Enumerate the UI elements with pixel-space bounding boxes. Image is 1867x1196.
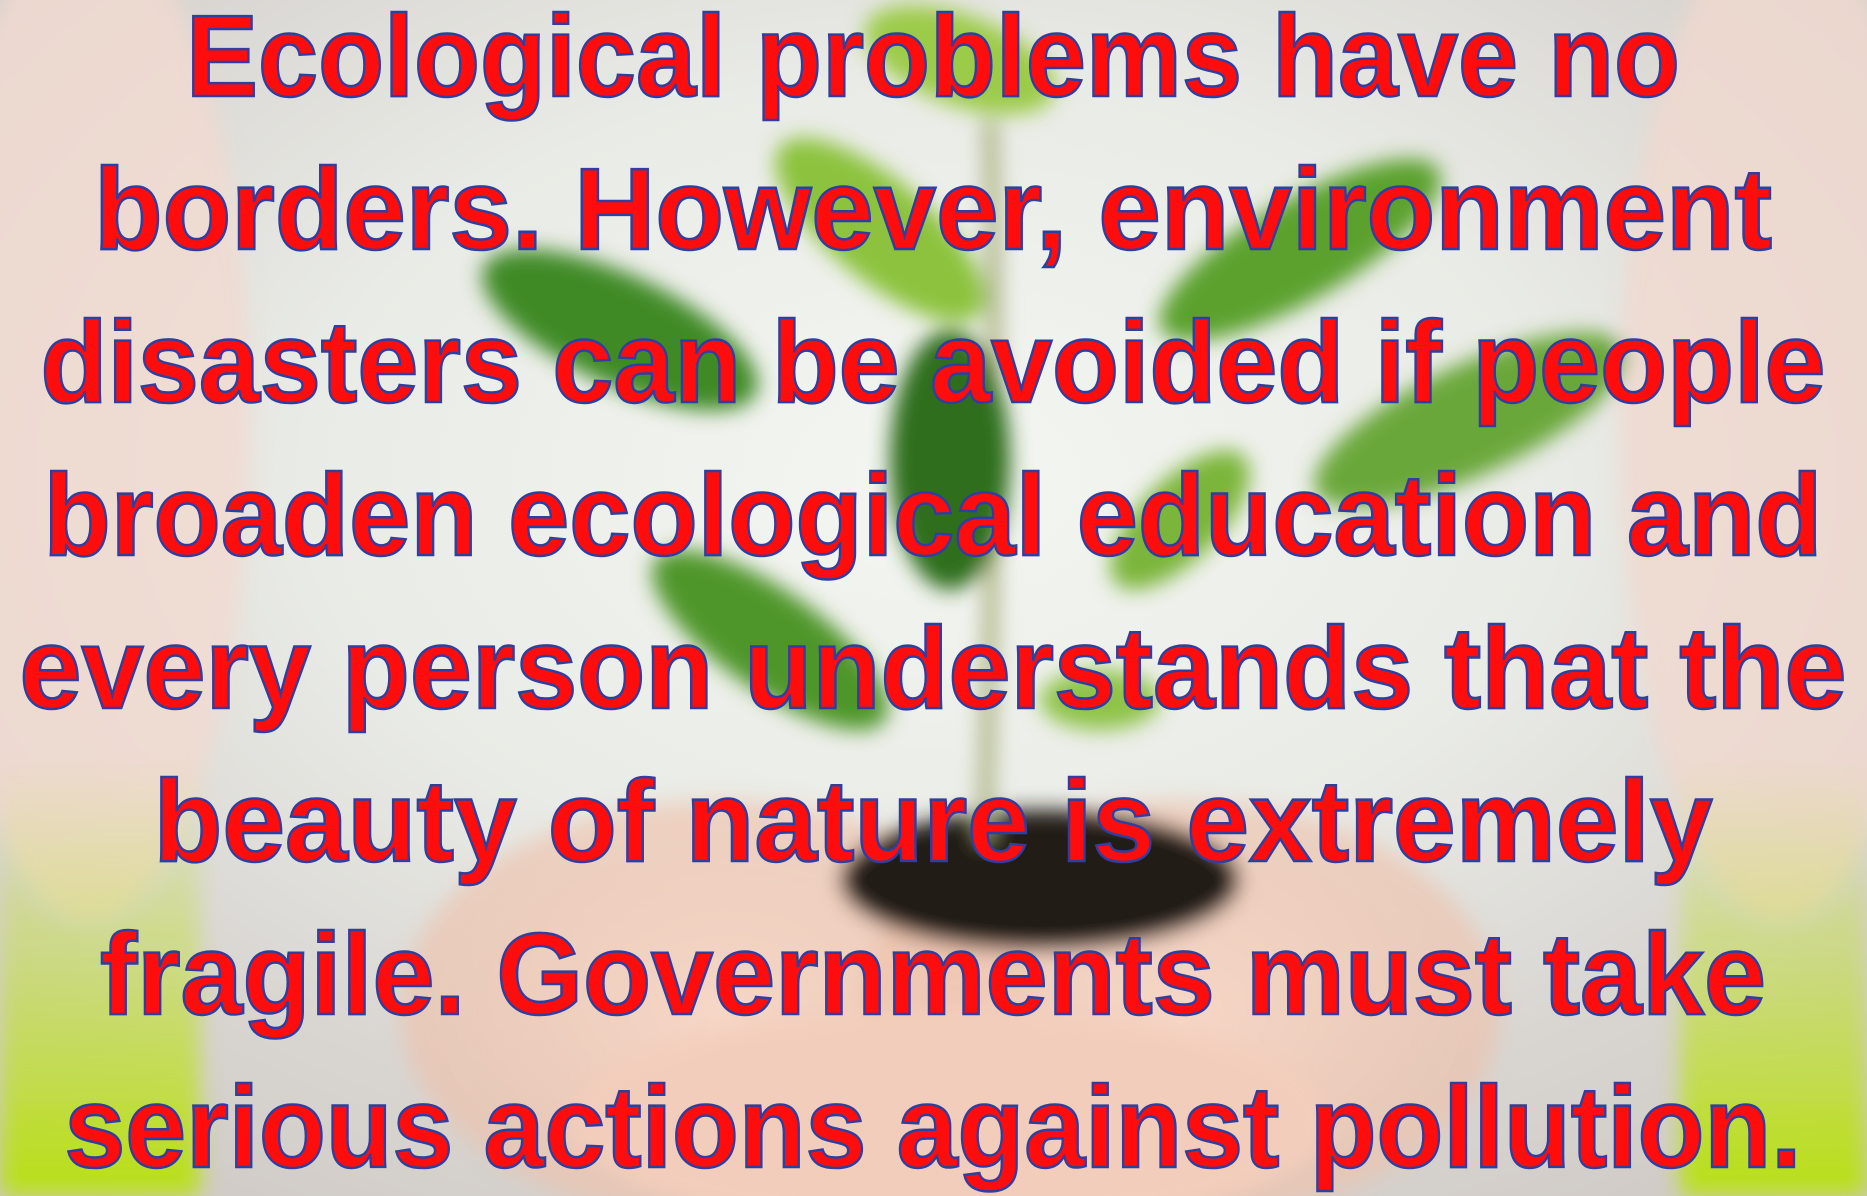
page: Ecological problems have no borders. Howe… xyxy=(0,0,1867,1196)
text-line: disasters can be avoided if people xyxy=(41,297,1826,427)
text-line: broaden ecological education and xyxy=(44,450,1823,580)
text-line: every person understands that the xyxy=(20,603,1847,733)
slide: Ecological problems have no borders. Howe… xyxy=(0,0,1867,1196)
text-line: beauty of nature is extremely xyxy=(154,756,1713,886)
text-line: fragile. Governments must take xyxy=(100,909,1766,1039)
text-line: borders. However, environment xyxy=(94,144,1772,274)
text-line: serious actions against pollution. xyxy=(65,1062,1802,1192)
text-line: Ecological problems have no xyxy=(186,0,1680,121)
